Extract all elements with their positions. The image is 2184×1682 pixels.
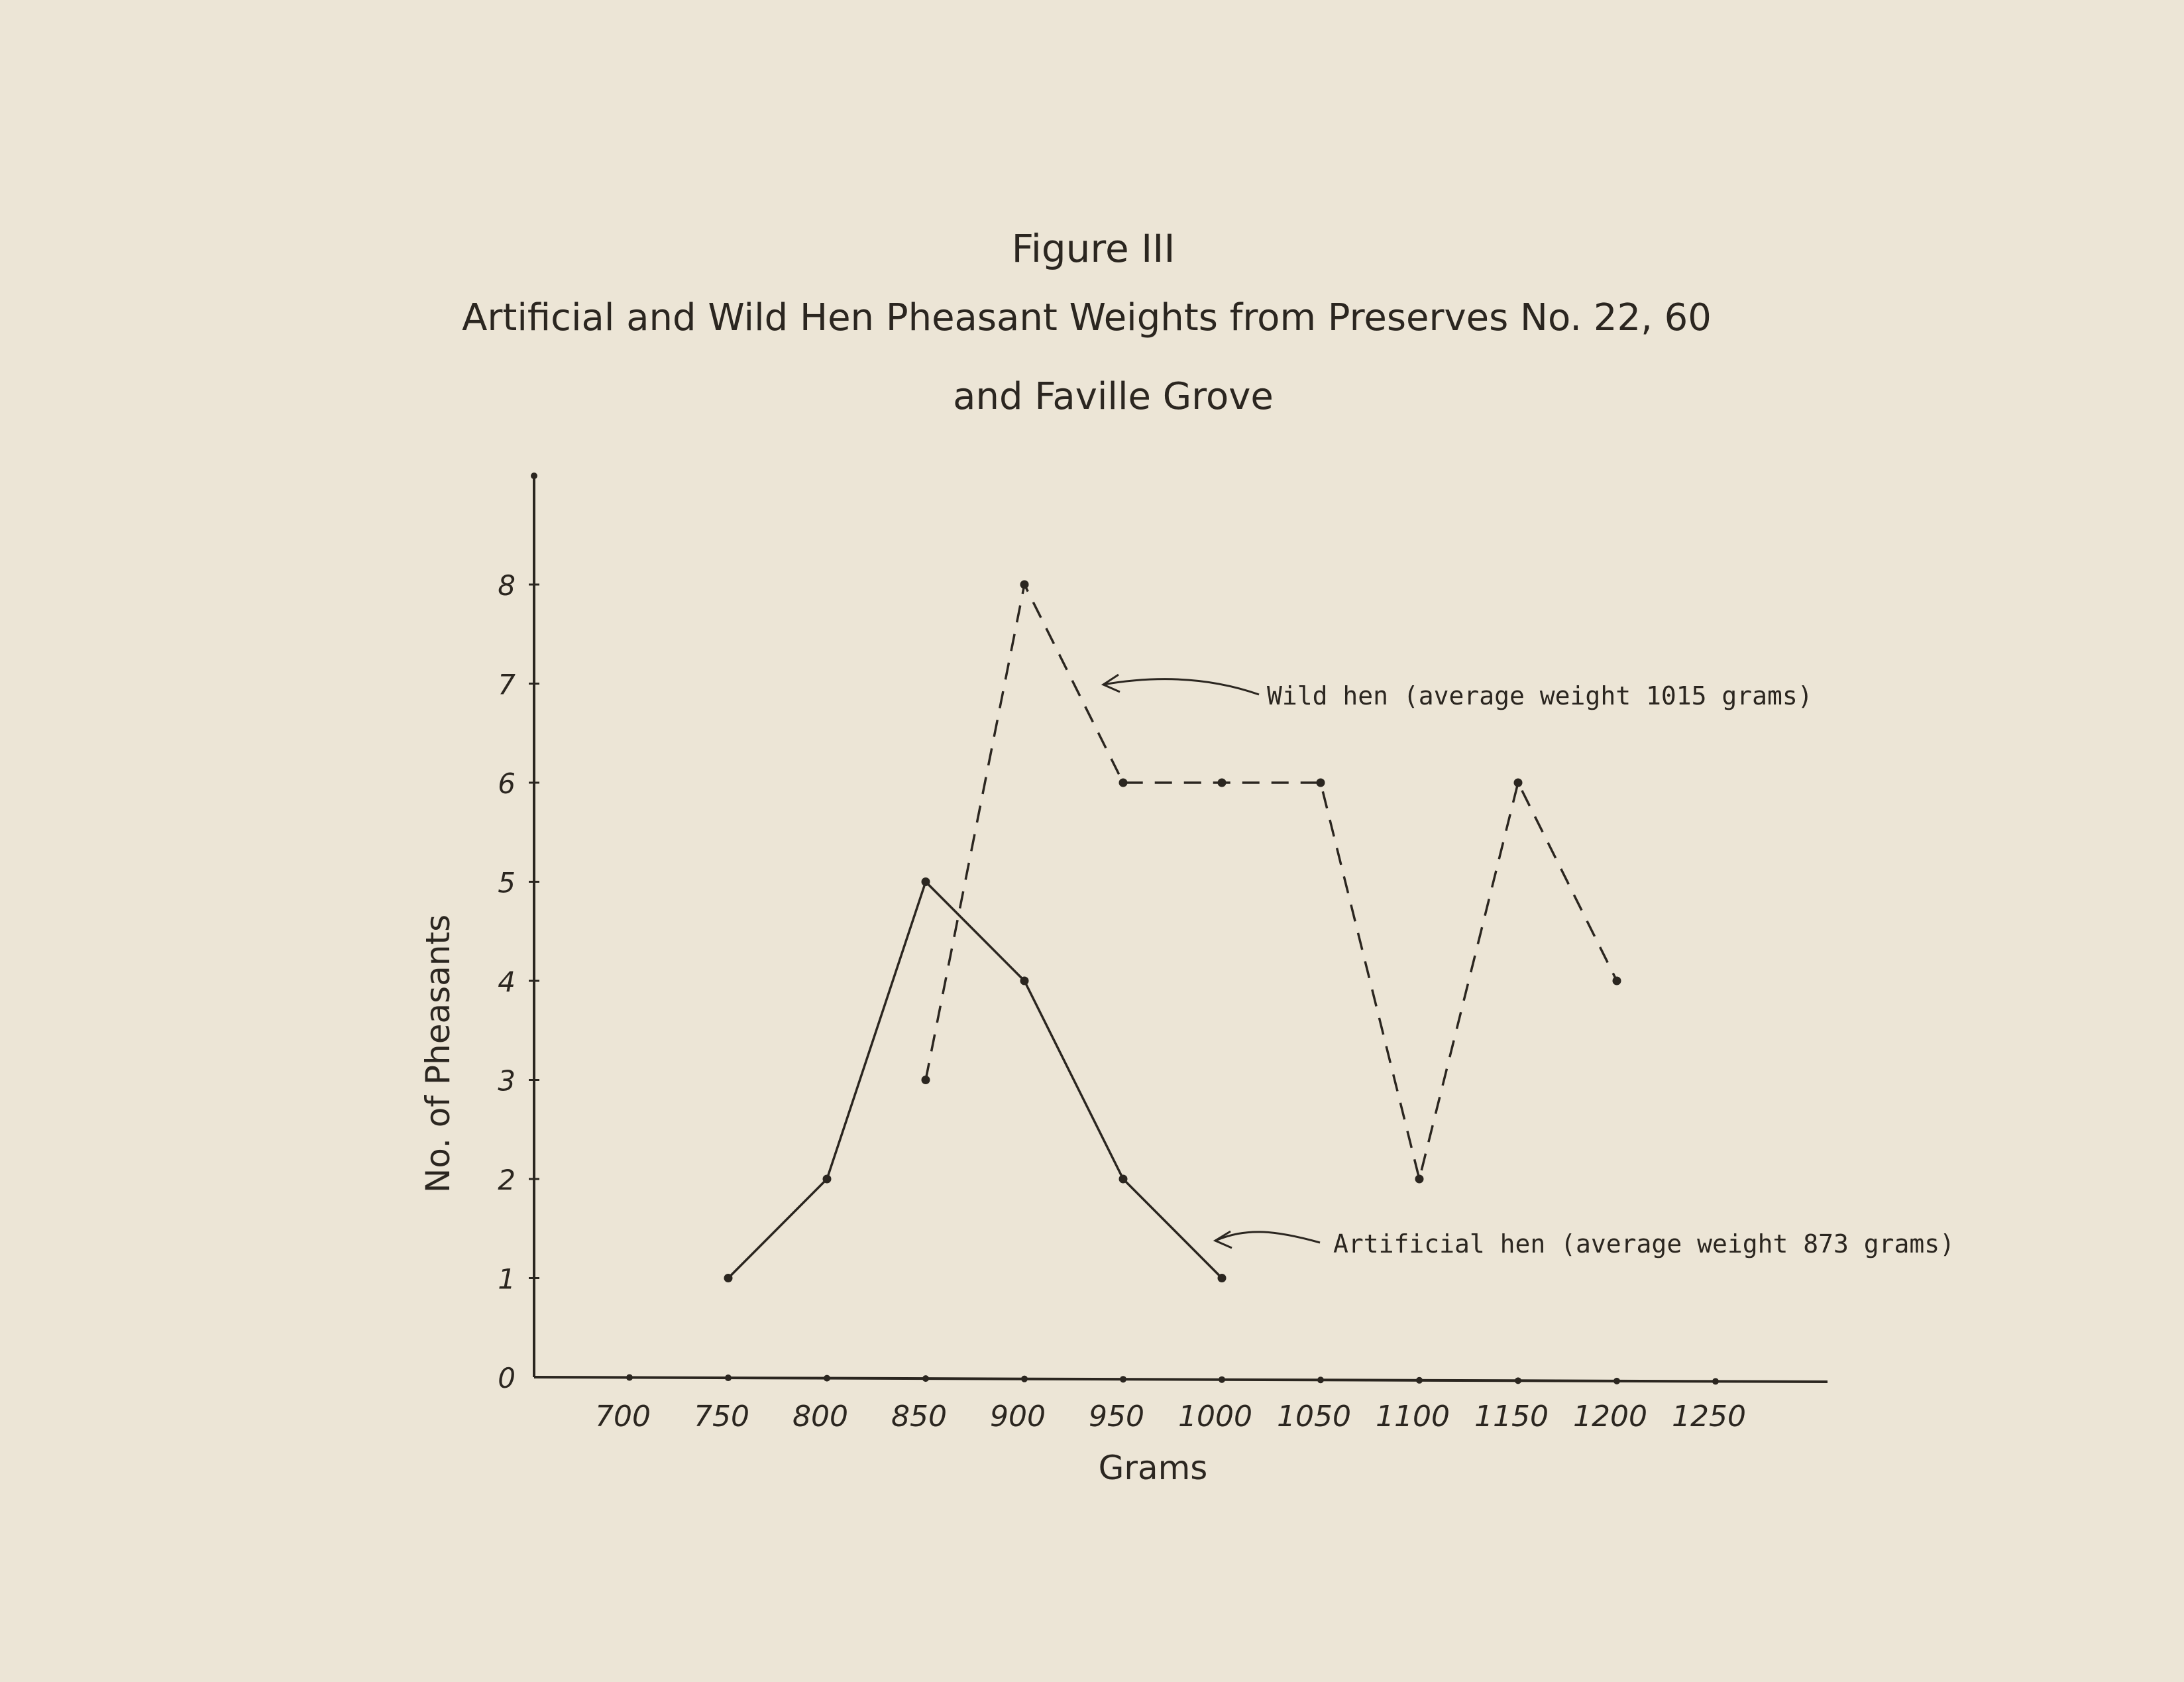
baseline-dot (1712, 1378, 1719, 1385)
artificial-hen-point (822, 1174, 832, 1184)
baseline-dot (1317, 1376, 1324, 1384)
baseline-dot (1515, 1377, 1521, 1384)
x-tick-label: 950 (1089, 1400, 1144, 1433)
wild-hen-point (1020, 580, 1029, 589)
x-axis (533, 1376, 1828, 1383)
artificial-hen-point (724, 1274, 733, 1282)
chart-subtitle-line1: Artificial and Wild Hen Pheasant Weights… (462, 296, 1712, 339)
y-tick-label: 3 (498, 1065, 516, 1097)
wild-hen-point (1316, 778, 1325, 787)
baseline-dot (626, 1374, 633, 1381)
y-tick-label: 2 (498, 1164, 516, 1196)
y-tick-group: 0 1 2 3 4 5 6 7 8 (498, 569, 539, 1394)
artificial-hen-point (1119, 1174, 1128, 1184)
baseline-dot (725, 1374, 732, 1382)
x-tick-label: 1200 (1573, 1400, 1647, 1433)
baseline-dot (1219, 1376, 1225, 1383)
x-tick-label: 1000 (1178, 1400, 1252, 1433)
artificial-hen-point (1217, 1274, 1227, 1282)
baseline-dot (922, 1375, 929, 1382)
wild-hen-point (1415, 1174, 1424, 1184)
y-tick-label: 0 (498, 1362, 516, 1394)
artificial-hen-arrowhead (1213, 1230, 1232, 1249)
y-tick-label: 1 (498, 1263, 516, 1296)
x-tick-label: 900 (990, 1400, 1046, 1433)
artificial-hen-annotation: Artificial hen (average weight 873 grams… (1333, 1229, 1955, 1259)
chart-subtitle-line2: and Faville Grove (953, 375, 1274, 418)
x-tick-group: 700 750 800 850 900 950 1000 1050 1100 1150 1200 12… (595, 1400, 1746, 1433)
x-tick-label: 700 (595, 1400, 651, 1433)
x-tick-label: 1050 (1277, 1400, 1351, 1433)
wild-hen-arrowhead (1101, 673, 1120, 693)
x-axis-label: Grams (1099, 1449, 1208, 1487)
baseline-dot (1613, 1377, 1620, 1384)
y-tick-label: 6 (498, 767, 516, 800)
wild-hen-point (1513, 778, 1523, 787)
wild-hen-point (1612, 976, 1621, 985)
baseline-dot (1416, 1376, 1423, 1384)
wild-hen-line (924, 583, 1618, 1180)
artificial-hen-arrow (1215, 1231, 1321, 1244)
y-axis-label: No. of Pheasants (419, 915, 457, 1193)
x-tick-label: 750 (694, 1400, 749, 1433)
y-tick-label: 8 (498, 569, 516, 602)
y-tick-label: 5 (498, 867, 516, 899)
artificial-hen-line (727, 880, 1223, 1279)
artificial-hen-point (921, 877, 930, 886)
x-tick-label: 1150 (1474, 1400, 1549, 1433)
x-tick-label: 1100 (1376, 1400, 1450, 1433)
wild-hen-point (1119, 778, 1128, 787)
y-axis-top-dot (531, 473, 537, 479)
chart-title: Figure III (1012, 226, 1175, 271)
x-tick-label: 850 (891, 1400, 947, 1433)
wild-hen-annotation: Wild hen (average weight 1015 grams) (1267, 681, 1813, 710)
x-tick-label: 1250 (1672, 1400, 1746, 1433)
baseline-dot (824, 1374, 830, 1382)
artificial-hen-point (1020, 976, 1029, 985)
x-tick-label: 800 (792, 1400, 848, 1433)
baseline-dot (1120, 1376, 1126, 1383)
wild-hen-point (921, 1076, 930, 1084)
series-group (724, 580, 1621, 1282)
y-tick-label: 7 (498, 669, 516, 701)
baseline-dot-group (626, 1374, 1719, 1385)
y-tick-label: 4 (498, 966, 516, 998)
baseline-dot (1021, 1375, 1028, 1382)
wild-hen-arrow (1103, 678, 1260, 696)
wild-hen-point (1217, 778, 1227, 787)
